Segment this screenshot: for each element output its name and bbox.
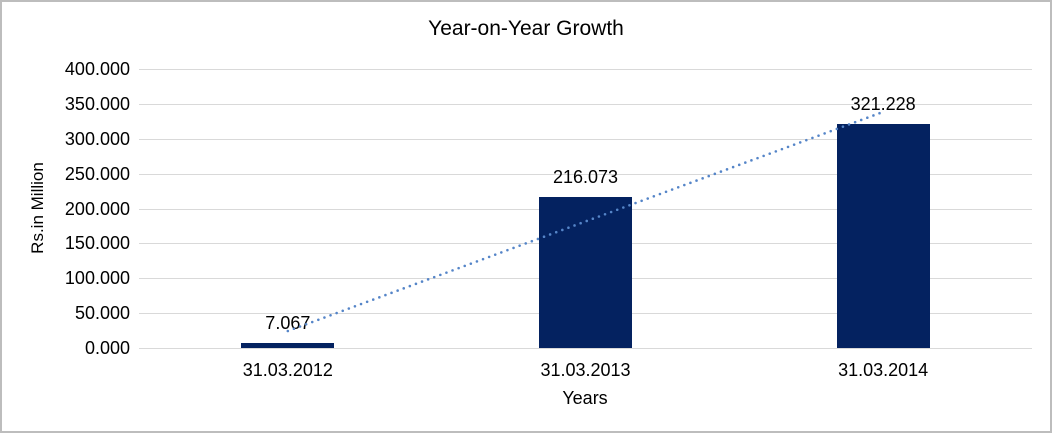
- chart-title: Year-on-Year Growth: [428, 17, 624, 40]
- x-tick-label: 31.03.2014: [838, 360, 929, 380]
- y-tick-label: 150.000: [64, 233, 130, 254]
- y-tick-label: 0.000: [84, 338, 130, 358]
- y-tick-label: 100.000: [64, 268, 130, 289]
- bar-value-label: 7.067: [265, 313, 311, 334]
- bar-value-label: 321.228: [850, 93, 916, 114]
- gridline: [139, 103, 1032, 105]
- y-tick-label: 250.000: [64, 163, 130, 184]
- gridline: [139, 348, 1032, 349]
- bar: [836, 123, 930, 348]
- bar: [539, 197, 632, 348]
- y-tick-label: 50.000: [74, 303, 130, 324]
- y-tick-label: 200.000: [64, 198, 130, 219]
- y-tick-label: 400.000: [64, 59, 130, 79]
- gridline: [139, 69, 1032, 70]
- y-tick-label: 300.000: [64, 128, 130, 149]
- x-axis-title: Years: [562, 388, 608, 408]
- x-tick-label: 31.03.2012: [242, 360, 333, 380]
- x-tick-label: 31.03.2013: [540, 360, 631, 380]
- bar: [241, 343, 335, 348]
- bar-value-label: 216.073: [552, 167, 619, 188]
- y-tick-label: 350.000: [64, 93, 130, 114]
